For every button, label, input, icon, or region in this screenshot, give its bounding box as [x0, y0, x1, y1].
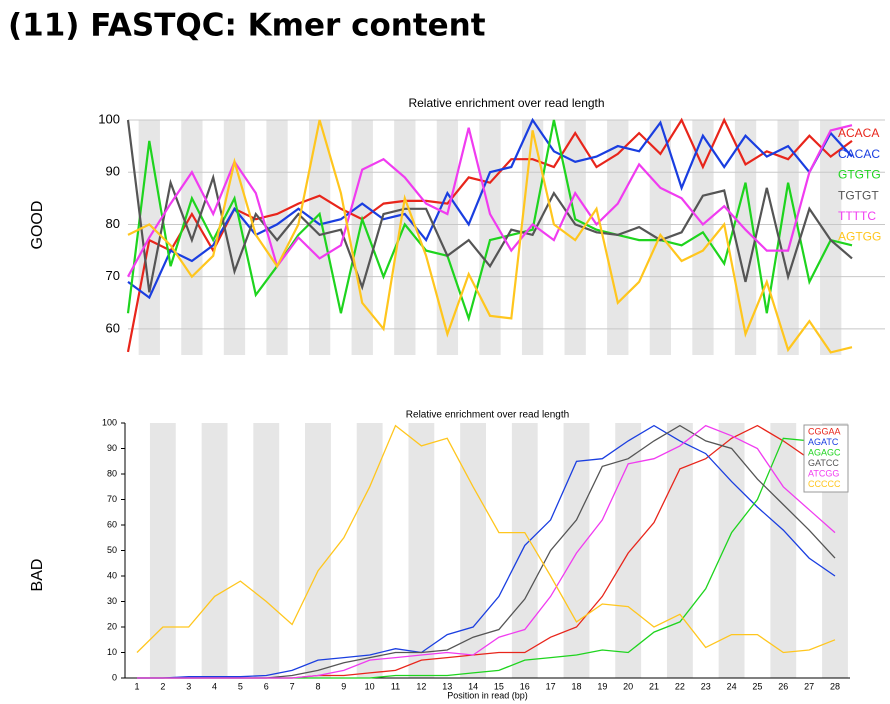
x-tick-label: 19	[597, 681, 607, 691]
band	[460, 423, 486, 678]
series-line	[126, 119, 853, 293]
x-tick-label: 12	[416, 681, 426, 691]
band	[563, 423, 590, 678]
y-tick-label: 20	[107, 621, 117, 631]
legend-label: CCCCC	[808, 479, 841, 489]
band	[615, 423, 642, 678]
slide-title: (11) FASTQC: Kmer content	[8, 8, 486, 44]
band	[511, 423, 538, 678]
y-tick-label: 50	[107, 545, 117, 555]
x-tick-label: 27	[804, 681, 814, 691]
y-tick-label: 80	[106, 216, 120, 231]
band	[305, 423, 331, 678]
x-tick-label: 6	[264, 681, 269, 691]
band	[201, 423, 228, 678]
series-line	[136, 424, 836, 654]
x-tick-label: 24	[727, 681, 737, 691]
y-tick-label: 80	[107, 468, 117, 478]
chart-title: Relative enrichment over read length	[408, 96, 604, 110]
y-tick-label: 70	[106, 268, 120, 283]
band	[253, 423, 280, 678]
band	[692, 120, 714, 355]
y-tick-label: 30	[107, 596, 117, 606]
band	[564, 120, 586, 355]
y-tick-label: 100	[98, 111, 120, 126]
band	[820, 120, 842, 355]
legend-label: CGGAA	[808, 426, 841, 436]
x-tick-label: 9	[341, 681, 346, 691]
x-tick-label: 23	[701, 681, 711, 691]
x-tick-label: 4	[212, 681, 217, 691]
x-tick-label: 2	[160, 681, 165, 691]
x-tick-label: 10	[365, 681, 375, 691]
x-tick-label: 21	[649, 681, 659, 691]
x-tick-label: 14	[468, 681, 478, 691]
x-tick-label: 13	[442, 681, 452, 691]
band	[351, 120, 373, 355]
series-line	[126, 117, 853, 353]
y-tick-label: 60	[106, 320, 120, 335]
y-tick-label: 40	[107, 570, 117, 580]
band	[356, 423, 383, 678]
legend-label: AGATC	[808, 437, 839, 447]
series-line	[137, 424, 836, 679]
x-tick-label: 1	[134, 681, 139, 691]
series-line	[137, 424, 836, 679]
series-line	[127, 117, 853, 300]
chart-title: Relative enrichment over read length	[406, 410, 569, 421]
y-tick-label: 90	[107, 443, 117, 453]
x-tick-label: 25	[752, 681, 762, 691]
x-tick-label: 18	[571, 681, 581, 691]
band	[436, 120, 459, 355]
y-tick-label: 0	[112, 672, 117, 682]
x-tick-label: 28	[830, 681, 840, 691]
band	[479, 120, 501, 355]
band	[521, 120, 544, 355]
legend-box	[803, 424, 849, 493]
x-tick-label: 5	[238, 681, 243, 691]
band	[266, 120, 288, 355]
x-axis-label: Position in read (bp)	[447, 690, 528, 700]
x-tick-label: 22	[675, 681, 685, 691]
legend-label: ATCGG	[808, 468, 839, 478]
series-line	[126, 119, 853, 323]
band	[777, 120, 799, 355]
legend-label: AGAGC	[808, 447, 841, 457]
series-line	[127, 124, 853, 278]
y-tick-label: 60	[107, 519, 117, 529]
x-tick-label: 26	[778, 681, 788, 691]
band	[394, 120, 416, 355]
series-line	[127, 119, 853, 354]
x-tick-label: 3	[186, 681, 191, 691]
y-tick-label: 70	[107, 494, 117, 504]
y-tick-label: 100	[102, 417, 117, 427]
band	[408, 423, 435, 678]
x-tick-label: 15	[494, 681, 504, 691]
x-tick-label: 16	[520, 681, 530, 691]
legend-label: GTGTG	[838, 168, 881, 182]
panel-label: BAD	[29, 559, 46, 592]
band	[666, 423, 693, 678]
legend-label: CACAC	[838, 147, 880, 161]
x-tick-label: 8	[315, 681, 320, 691]
x-tick-label: 20	[623, 681, 633, 691]
y-tick-label: 10	[107, 647, 117, 657]
x-tick-label: 7	[290, 681, 295, 691]
legend-label: TTTTC	[838, 209, 876, 223]
band	[770, 423, 797, 678]
legend-label: GATCC	[808, 458, 839, 468]
band	[149, 423, 176, 678]
legend-label: ACACA	[838, 126, 879, 140]
x-tick-label: 17	[546, 681, 556, 691]
panel-label: GOOD	[29, 201, 46, 250]
band	[309, 120, 331, 355]
legend-label: TGTGT	[838, 188, 879, 202]
legend-label: AGTGG	[838, 230, 881, 244]
x-tick-label: 11	[391, 681, 400, 691]
band	[734, 120, 757, 355]
y-tick-label: 90	[106, 164, 120, 179]
